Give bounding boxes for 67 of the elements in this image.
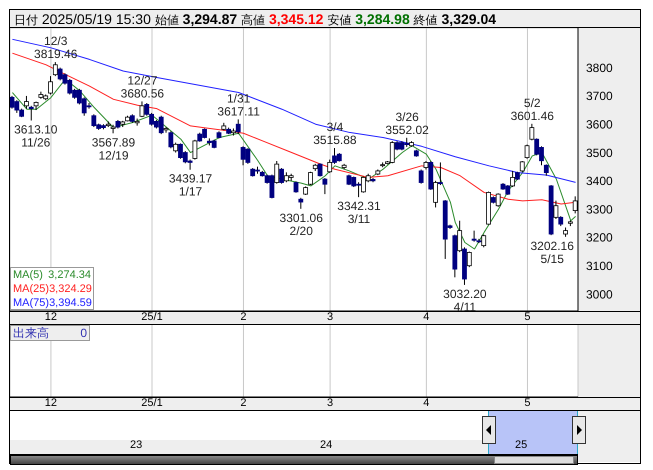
- candlestick: [481, 234, 486, 248]
- candlestick: [274, 160, 280, 184]
- category-label: 3: [327, 397, 334, 409]
- x-tick-label: 4: [423, 311, 430, 323]
- candlestick: [24, 95, 29, 110]
- text: 高値 3,345.12: [241, 11, 324, 27]
- y-tick-label: 3100: [586, 258, 614, 273]
- text: 終値 3,329.04: [414, 11, 496, 27]
- candlestick: [140, 100, 144, 118]
- text: 0: [80, 326, 87, 340]
- text: 始値 3,294.87: [154, 11, 238, 27]
- annotation: 3,274.34: [48, 268, 91, 282]
- candlestick: [457, 220, 462, 253]
- annotation: 1/31 3617.11: [217, 91, 260, 118]
- y-tick-label: 3600: [586, 117, 614, 132]
- candlestick: [48, 76, 53, 96]
- candlestick: [496, 192, 501, 208]
- candlestick: [466, 251, 472, 268]
- candlestick: [52, 62, 58, 77]
- y-tick-label: 3300: [586, 202, 614, 216]
- annotation: 3439.17 1/17: [168, 172, 213, 199]
- text: MA(25): [13, 282, 50, 296]
- annotation: 3,324.29: [49, 282, 92, 296]
- x-tick-label: 2: [240, 311, 247, 323]
- annotation: 3032.20 4/11: [443, 286, 487, 314]
- candlestick: [173, 142, 178, 154]
- annotation: 3301.06 2/20: [280, 210, 324, 238]
- annotation: 12/27 3680.56: [120, 73, 164, 100]
- candlestick: [28, 105, 34, 122]
- x-tick-label: 3: [327, 311, 334, 323]
- text: MA(5): [13, 268, 43, 282]
- text: 出来高: [13, 326, 49, 340]
- x-tick-label: 12: [44, 311, 58, 323]
- candlestick: [418, 169, 424, 184]
- candlestick: [308, 171, 313, 186]
- annotation: 3/26 3552.02: [385, 110, 430, 137]
- x-tick-label: 5: [524, 311, 531, 323]
- candlestick: [563, 227, 568, 238]
- category-label: 4: [423, 397, 430, 409]
- annotation: 5/2 3601.46: [510, 96, 554, 123]
- annotation: 3613.10 11/26: [14, 122, 58, 150]
- annotation: 3,394.59: [49, 296, 92, 310]
- text: MA(75): [13, 296, 50, 310]
- y-tick-label: 3500: [586, 146, 614, 160]
- candlestick: [322, 177, 328, 195]
- category-label: 5: [524, 397, 531, 409]
- category-label: 2: [240, 397, 247, 409]
- annotation: 3567.89 12/19: [92, 135, 136, 162]
- annotation: 3202.16 5/15: [530, 238, 574, 266]
- x-tick-label: 25/1: [141, 311, 163, 323]
- category-label: 25/1: [141, 397, 163, 409]
- y-tick-label: 3800: [586, 60, 614, 75]
- candlestick: [327, 159, 332, 174]
- y-tick-label: 3000: [586, 287, 614, 302]
- y-tick-label: 3700: [586, 89, 614, 104]
- candlestick: [544, 164, 549, 176]
- chart-title: 日付 2025/05/19 15:30: [14, 11, 151, 27]
- candlestick: [298, 197, 304, 210]
- candlestick: [472, 230, 476, 242]
- candlestick: [524, 144, 530, 160]
- y-tick-label: 3200: [586, 230, 614, 245]
- annotation: 12/3 3819.46: [34, 34, 78, 62]
- text: 安値 3,284.98: [327, 11, 410, 27]
- y-tick-label: 3400: [586, 174, 614, 188]
- candlestick: [520, 160, 525, 173]
- category-label: 12: [44, 397, 58, 409]
- annotation: 3342.31 3/11: [337, 199, 381, 226]
